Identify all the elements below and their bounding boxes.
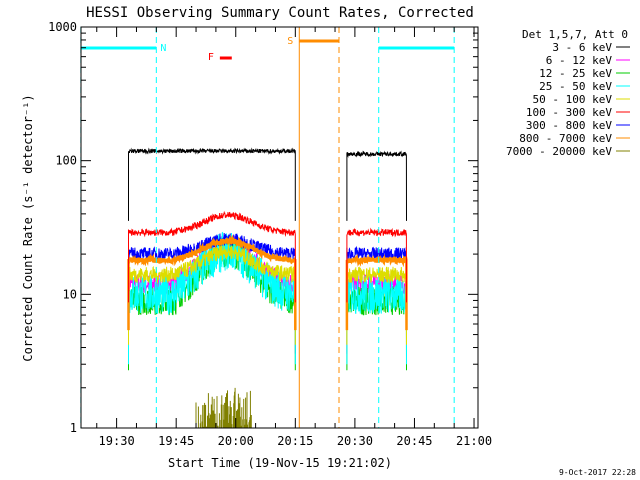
legend-entry-label: 6 - 12 keV: [546, 54, 613, 67]
legend-entry-label: 800 - 7000 keV: [519, 132, 612, 145]
x-tick-label: 21:00: [456, 434, 492, 448]
y-tick-label: 1: [70, 421, 77, 435]
series-7000-20000-kev: [195, 387, 252, 428]
x-tick-label: 19:45: [158, 434, 194, 448]
legend-entry-label: 300 - 800 keV: [526, 119, 612, 132]
y-axis: 1 10 100 1000: [48, 20, 478, 435]
y-axis-label: Corrected Count Rate (s⁻¹ detector⁻¹): [21, 94, 35, 361]
legend-entry-label: 7000 - 20000 keV: [506, 145, 612, 158]
x-axis-label: Start Time (19-Nov-15 19:21:02): [168, 456, 392, 470]
series-line: [346, 266, 407, 345]
series-line: [346, 150, 407, 221]
x-tick-label: 20:15: [277, 434, 313, 448]
series-3-6-kev: [128, 147, 407, 221]
x-tick-label: 20:30: [337, 434, 373, 448]
x-tick-label: 20:00: [218, 434, 254, 448]
generation-timestamp: 9-Oct-2017 22:28: [559, 468, 636, 477]
series-line: [128, 147, 296, 221]
legend-title: Det 1,5,7, Att 0: [522, 28, 628, 41]
x-axis: 19:30 19:45 20:00 20:15 20:30 20:45 21:00: [96, 27, 492, 448]
y-tick-label: 1000: [48, 20, 77, 34]
legend-entry-label: 12 - 25 keV: [539, 67, 612, 80]
series-line: [128, 232, 296, 324]
plot-frame: [80, 26, 479, 429]
legend-entry-label: 50 - 100 keV: [533, 93, 613, 106]
y-tick-label: 10: [63, 287, 77, 301]
series-line: [345, 253, 408, 331]
data-layer: [127, 147, 408, 428]
y-tick-label: 100: [55, 154, 77, 168]
annotation-s: S: [287, 36, 293, 47]
series-line: [346, 245, 407, 325]
series-300-800-kev: [128, 232, 407, 325]
x-tick-label: 20:45: [396, 434, 432, 448]
series-line: [195, 387, 252, 428]
annotation-n: N: [160, 43, 166, 54]
series-line: [346, 227, 407, 303]
series-line: [346, 274, 407, 365]
legend-entry-label: 25 - 50 keV: [539, 80, 612, 93]
legend-entry-label: 100 - 300 keV: [526, 106, 612, 119]
annotation-f: F: [208, 52, 214, 63]
chart-title: HESSI Observing Summary Count Rates, Cor…: [86, 5, 474, 21]
x-tick-label: 19:30: [99, 434, 135, 448]
legend-entry-label: 3 - 6 keV: [552, 41, 612, 54]
